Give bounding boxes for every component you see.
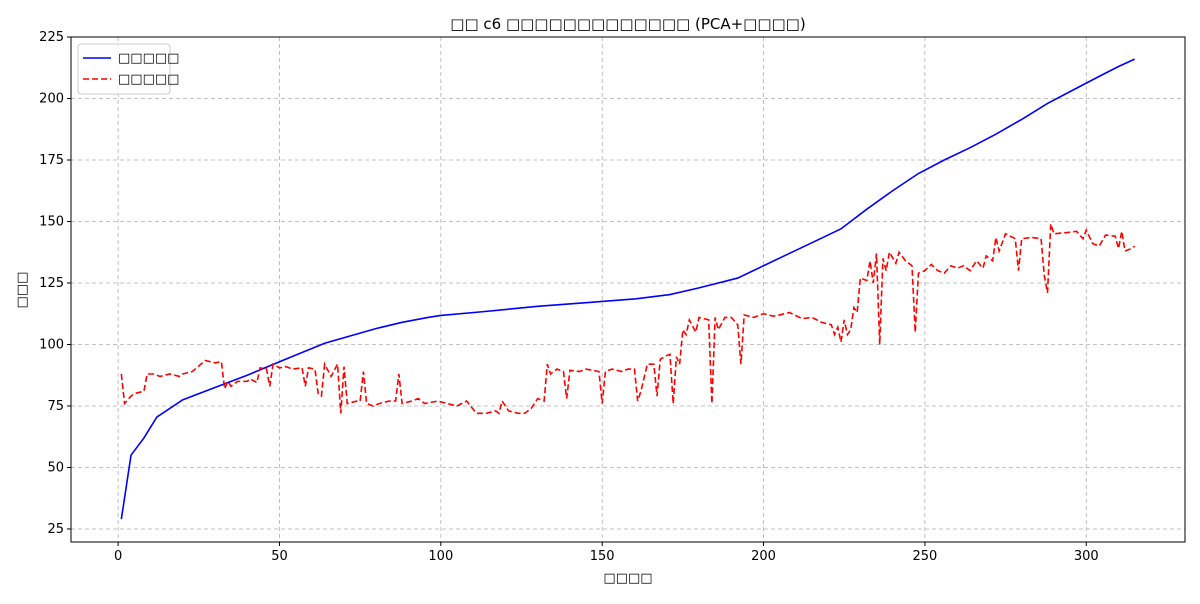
x-tick-label: 300 (1074, 549, 1099, 564)
x-tick-label: 250 (912, 549, 937, 564)
y-tick-label: 200 (39, 91, 64, 106)
y-tick-label: 125 (39, 276, 64, 291)
legend-label: □□□□□ (118, 72, 179, 87)
y-tick-label: 50 (47, 460, 64, 475)
series-line (120, 58, 1135, 520)
chart-title: □□ c6 □□□□□□□□□□□□□ (PCA+□□□□) (450, 15, 805, 33)
legend-label: □□□□□ (118, 51, 179, 66)
y-tick-label: 75 (47, 399, 64, 414)
x-tick-label: 200 (751, 549, 776, 564)
y-tick-label: 175 (39, 153, 64, 168)
x-tick-label: 0 (114, 549, 122, 564)
y-tick-label: 100 (39, 337, 64, 352)
x-tick-label: 150 (590, 549, 615, 564)
legend-box (77, 43, 171, 95)
y-tick-label: 225 (39, 30, 64, 45)
plot-frame (70, 36, 1186, 543)
y-tick-label: 150 (39, 214, 64, 229)
x-tick-label: 100 (428, 549, 453, 564)
x-tick-label: 50 (271, 549, 288, 564)
y-tick-label: 25 (47, 522, 64, 537)
y-axis-label: □□□ (15, 272, 30, 309)
legend: □□□□□ □□□□□ (77, 43, 179, 95)
x-axis-label: □□□□ (603, 571, 652, 586)
series-line (120, 223, 1136, 415)
